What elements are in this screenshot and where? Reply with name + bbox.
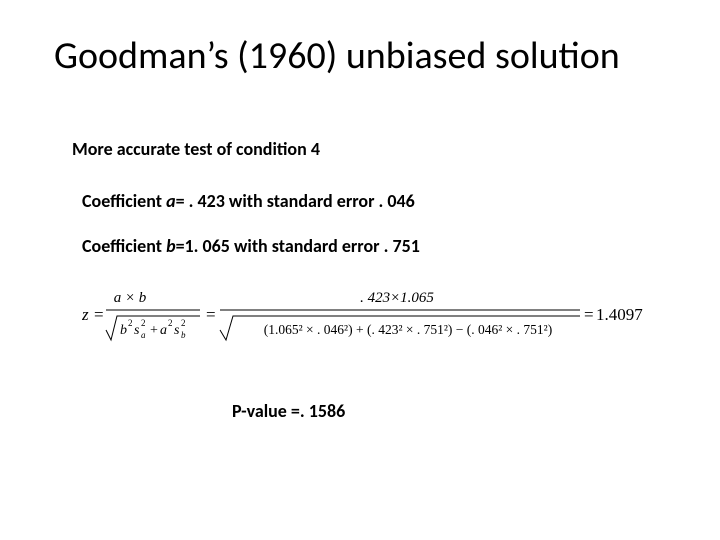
coef-b-symbol: b [166, 235, 176, 257]
z-formula: z = a × b b 2 s a 2 + a 2 s b 2 = . 423×… [82, 280, 662, 348]
den-sb-sq: 2 [181, 318, 186, 328]
subhead: More accurate test of condition 4 [72, 138, 320, 160]
den-a: a [160, 323, 167, 338]
formula-num-numeric: . 423×1.065 [360, 290, 434, 306]
slide: Goodman’s (1960) unbiased solution More … [0, 0, 720, 540]
formula-eq2: = [206, 305, 216, 324]
coef-b-line: Coefficient b=1. 065 with standard error… [82, 235, 420, 257]
coef-a-symbol: a [166, 190, 176, 212]
den-b: b [120, 323, 127, 338]
coef-b-rest: =1. 065 with standard error . 751 [176, 235, 420, 257]
coef-b-prefix: Coefficient [82, 235, 166, 257]
den-plus: + [150, 323, 158, 338]
den-sb-sub: b [181, 330, 186, 340]
formula-eq1: = [94, 305, 104, 324]
den-sa: s [134, 323, 140, 338]
coef-a-line: Coefficient a= . 423 with standard error… [82, 190, 415, 212]
den-sa-sq: 2 [141, 318, 146, 328]
den-b-sq: 2 [128, 318, 133, 328]
formula-result: 1.4097 [596, 305, 643, 324]
formula-z: z [82, 305, 89, 324]
formula-den-numeric: (1.065² × . 046²) + (. 423² × . 751²) − … [264, 322, 552, 337]
page-title: Goodman’s (1960) unbiased solution [54, 36, 680, 78]
coef-a-rest: = . 423 with standard error . 046 [176, 190, 415, 212]
formula-num-general: a × b [114, 290, 147, 306]
den-a-sq: 2 [168, 318, 173, 328]
formula-eq3: = [584, 305, 594, 324]
coef-a-prefix: Coefficient [82, 190, 166, 212]
den-sa-sub: a [141, 330, 146, 340]
den-sb: s [174, 323, 180, 338]
p-value: P-value =. 1586 [232, 400, 345, 422]
